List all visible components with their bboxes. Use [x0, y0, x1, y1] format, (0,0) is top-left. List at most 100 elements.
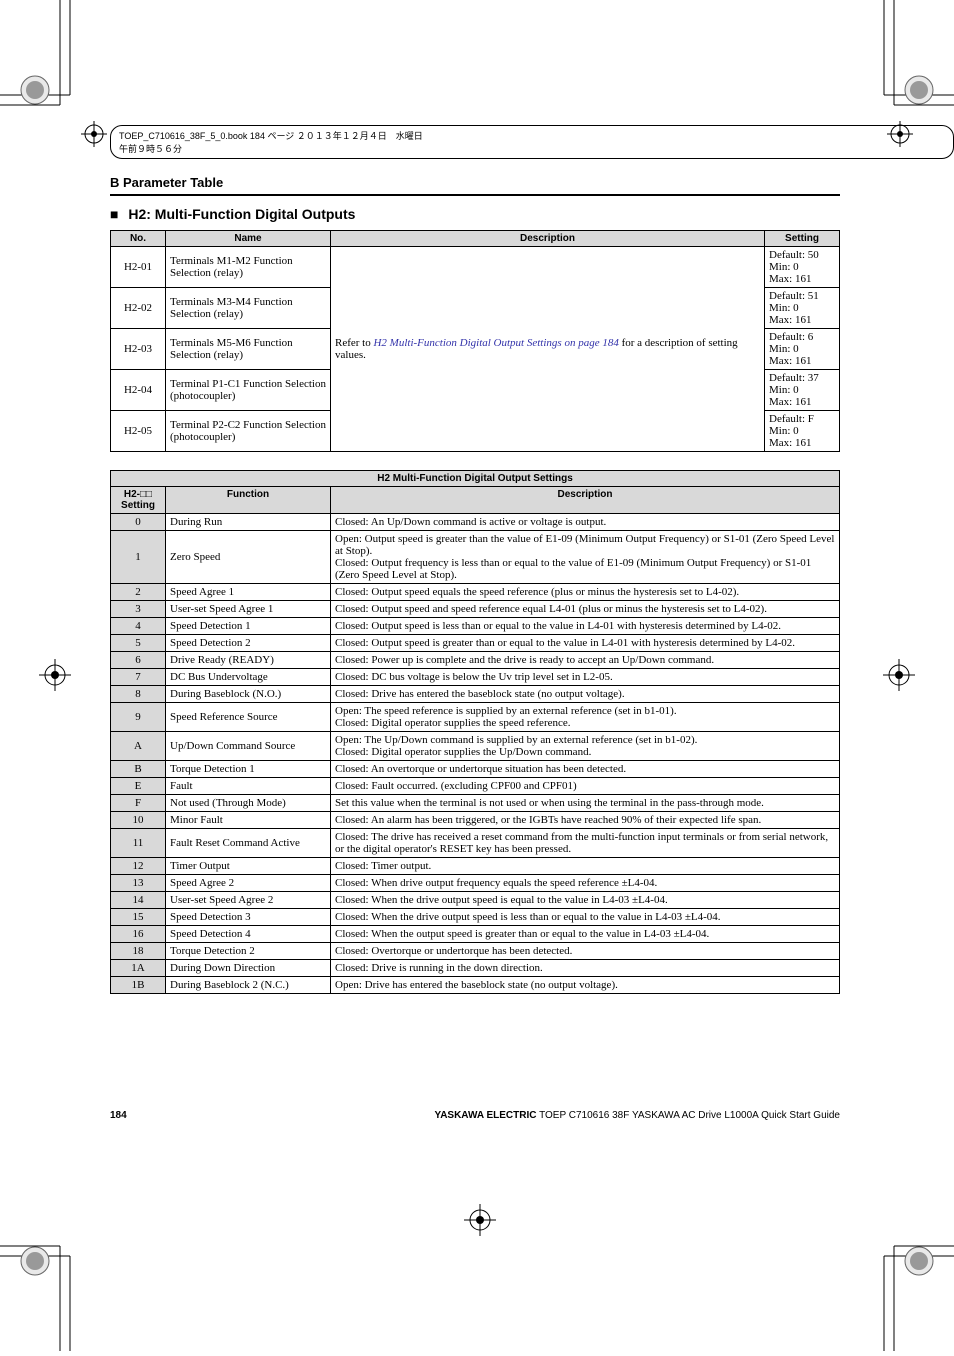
table-row: 10Minor FaultClosed: An alarm has been t… — [111, 812, 840, 829]
cell-name: Terminals M5-M6 Function Selection (rela… — [166, 329, 331, 370]
cell-description: Closed: Output speed equals the speed re… — [331, 584, 840, 601]
settings-table-title: H2 Multi-Function Digital Output Setting… — [111, 471, 840, 487]
cell-description: Closed: An Up/Down command is active or … — [331, 514, 840, 531]
cell-description: Closed: DC bus voltage is below the Uv t… — [331, 669, 840, 686]
cell-function: Torque Detection 1 — [166, 761, 331, 778]
th-setting: Setting — [765, 231, 840, 247]
table-row: FNot used (Through Mode)Set this value w… — [111, 795, 840, 812]
cell-function: Speed Agree 1 — [166, 584, 331, 601]
cell-function: Speed Detection 4 — [166, 926, 331, 943]
cell-function: Minor Fault — [166, 812, 331, 829]
section-title-text: H2: Multi-Function Digital Outputs — [128, 206, 355, 222]
page-reference-link[interactable]: H2 Multi-Function Digital Output Setting… — [373, 337, 618, 349]
th-name: Name — [166, 231, 331, 247]
cell-setting: Default: 51Min: 0Max: 161 — [765, 288, 840, 329]
cell-function: During Baseblock 2 (N.C.) — [166, 977, 331, 994]
cell-setting-value: 1B — [111, 977, 166, 994]
cell-function: Zero Speed — [166, 531, 331, 584]
cell-setting-value: B — [111, 761, 166, 778]
cell-name: Terminals M1-M2 Function Selection (rela… — [166, 247, 331, 288]
cell-function: Fault — [166, 778, 331, 795]
cell-function: Speed Reference Source — [166, 703, 331, 732]
cell-setting: Default: 6Min: 0Max: 161 — [765, 329, 840, 370]
breadcrumb: B Parameter Table — [110, 175, 840, 190]
table-row: BTorque Detection 1Closed: An overtorque… — [111, 761, 840, 778]
tag-registration-left — [80, 120, 108, 153]
page-number: 184 — [110, 1110, 127, 1121]
cell-description: Closed: When the drive output speed is l… — [331, 909, 840, 926]
cell-name: Terminal P1-C1 Function Selection (photo… — [166, 370, 331, 411]
divider — [110, 194, 840, 196]
cell-function: User-set Speed Agree 2 — [166, 892, 331, 909]
cell-description: Open: Output speed is greater than the v… — [331, 531, 840, 584]
cell-description: Closed: When the drive output speed is e… — [331, 892, 840, 909]
registration-mark-right — [879, 655, 919, 695]
parameter-table: No. Name Description Setting H2-01Termin… — [110, 230, 840, 452]
cell-setting: Default: FMin: 0Max: 161 — [765, 411, 840, 452]
table-row: 7DC Bus UndervoltageClosed: DC bus volta… — [111, 669, 840, 686]
cell-description: Closed: Drive has entered the baseblock … — [331, 686, 840, 703]
cell-setting-value: 7 — [111, 669, 166, 686]
cell-description: Open: The Up/Down command is supplied by… — [331, 732, 840, 761]
cell-function: During Run — [166, 514, 331, 531]
cell-setting: Default: 37Min: 0Max: 161 — [765, 370, 840, 411]
table-row: 1ADuring Down DirectionClosed: Drive is … — [111, 960, 840, 977]
cell-setting-value: 16 — [111, 926, 166, 943]
cell-setting-value: F — [111, 795, 166, 812]
th-no: No. — [111, 231, 166, 247]
cell-setting-value: 9 — [111, 703, 166, 732]
crop-mark-bl — [0, 1231, 120, 1351]
section-marker-icon: ■ — [110, 206, 118, 222]
table-row: 0During RunClosed: An Up/Down command is… — [111, 514, 840, 531]
cell-setting: Default: 50Min: 0Max: 161 — [765, 247, 840, 288]
table-row: 16Speed Detection 4Closed: When the outp… — [111, 926, 840, 943]
cell-setting-value: 11 — [111, 829, 166, 858]
cell-setting-value: 8 — [111, 686, 166, 703]
cell-description: Closed: Power up is complete and the dri… — [331, 652, 840, 669]
cell-description: Closed: Output speed is greater than or … — [331, 635, 840, 652]
cell-function: Torque Detection 2 — [166, 943, 331, 960]
footer-text: YASKAWA ELECTRIC TOEP C710616 38F YASKAW… — [434, 1110, 840, 1121]
cell-no: H2-04 — [111, 370, 166, 411]
cell-no: H2-05 — [111, 411, 166, 452]
section-title: ■ H2: Multi-Function Digital Outputs — [110, 206, 840, 222]
table-row: 1BDuring Baseblock 2 (N.C.)Open: Drive h… — [111, 977, 840, 994]
cell-setting-value: 18 — [111, 943, 166, 960]
table-row: 8During Baseblock (N.O.)Closed: Drive ha… — [111, 686, 840, 703]
cell-setting-value: A — [111, 732, 166, 761]
table-row: H2-01Terminals M1-M2 Function Selection … — [111, 247, 840, 288]
registration-mark-left — [35, 655, 75, 695]
cell-no: H2-01 — [111, 247, 166, 288]
cell-setting-value: 12 — [111, 858, 166, 875]
settings-table: H2 Multi-Function Digital Output Setting… — [110, 470, 840, 994]
cell-setting-value: 1A — [111, 960, 166, 977]
th-description: Description — [331, 487, 840, 514]
cell-description: Open: The speed reference is supplied by… — [331, 703, 840, 732]
table-row: 11Fault Reset Command ActiveClosed: The … — [111, 829, 840, 858]
cell-description: Closed: Timer output. — [331, 858, 840, 875]
crop-mark-br — [834, 1231, 954, 1351]
cell-no: H2-03 — [111, 329, 166, 370]
cell-description: Closed: An overtorque or undertorque sit… — [331, 761, 840, 778]
cell-no: H2-02 — [111, 288, 166, 329]
th-h2-setting: H2-□□ Setting — [111, 487, 166, 514]
cell-setting-value: 13 — [111, 875, 166, 892]
cell-function: Speed Detection 2 — [166, 635, 331, 652]
cell-setting-value: 1 — [111, 531, 166, 584]
cell-setting-value: 3 — [111, 601, 166, 618]
cell-function: Up/Down Command Source — [166, 732, 331, 761]
cell-function: Speed Agree 2 — [166, 875, 331, 892]
registration-mark-bottom — [460, 1200, 500, 1240]
cell-description: Closed: The drive has received a reset c… — [331, 829, 840, 858]
table-row: 1Zero SpeedOpen: Output speed is greater… — [111, 531, 840, 584]
table-row: 15Speed Detection 3Closed: When the driv… — [111, 909, 840, 926]
crop-mark-tr — [834, 0, 954, 120]
table-row: 5Speed Detection 2Closed: Output speed i… — [111, 635, 840, 652]
cell-function: Fault Reset Command Active — [166, 829, 331, 858]
cell-function: Speed Detection 3 — [166, 909, 331, 926]
cell-setting-value: 4 — [111, 618, 166, 635]
cell-setting-value: 0 — [111, 514, 166, 531]
cell-setting-value: 15 — [111, 909, 166, 926]
table-row: 12Timer OutputClosed: Timer output. — [111, 858, 840, 875]
page-content: B Parameter Table ■ H2: Multi-Function D… — [110, 175, 840, 994]
